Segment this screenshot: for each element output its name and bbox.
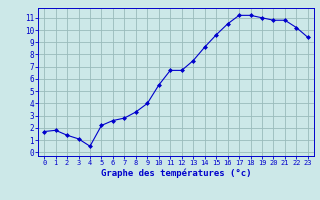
X-axis label: Graphe des températures (°c): Graphe des températures (°c): [101, 169, 251, 178]
